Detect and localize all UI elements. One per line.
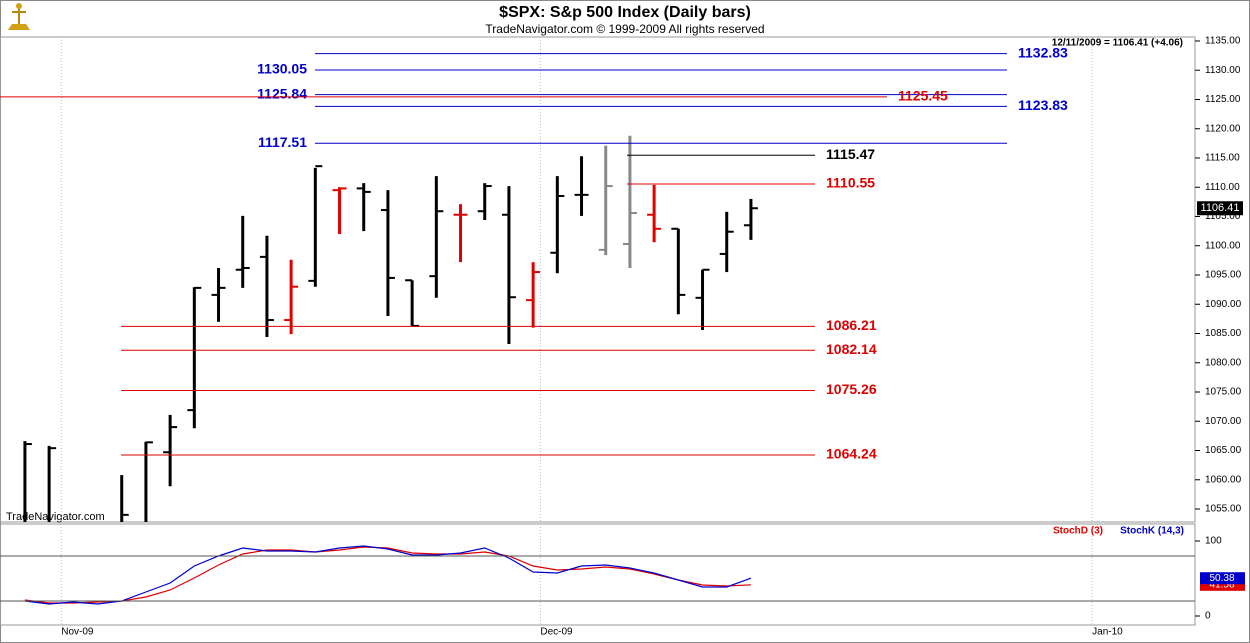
price-label: 1106.41 [1201, 202, 1240, 214]
stoch-line [24, 545, 752, 605]
x-tick-label: Nov-09 [61, 627, 94, 638]
logo [8, 3, 30, 30]
level-label: 1075.26 [826, 381, 877, 397]
price-box [1197, 201, 1243, 216]
legend-entry: StochK (14,3) [1120, 526, 1184, 537]
main-panel [0, 36, 1196, 523]
y-tick-label: 1110.00 [1205, 182, 1240, 193]
y-tick-label: 1080.00 [1205, 357, 1242, 368]
price-info: 12/11/2009 = 1106.41 (+4.06) [1052, 38, 1183, 49]
y-tick-label: 1120.00 [1205, 123, 1241, 134]
last-value-label: 50.38 [1209, 573, 1234, 584]
level-label: 1125.45 [898, 88, 948, 104]
level-label: 1115.47 [826, 146, 875, 162]
x-tick-label: Dec-09 [540, 627, 573, 638]
y-tick-label: 100 [1205, 536, 1222, 547]
level-label: 1123.83 [1018, 97, 1068, 113]
watermark: TradeNavigator.com [6, 511, 105, 523]
level-label: 1064.24 [826, 446, 877, 462]
y-tick-label: 1115.00 [1205, 153, 1240, 164]
chart-title: $SPX: S&p 500 Index (Daily bars) [499, 4, 751, 21]
level-label: 1086.21 [826, 317, 877, 333]
level-label: 1132.83 [1018, 44, 1068, 60]
level-label: 1082.14 [826, 341, 877, 357]
chart-subtitle: TradeNavigator.com © 1999-2009 All right… [485, 22, 764, 36]
y-tick-label: 1070.00 [1205, 416, 1242, 427]
y-tick-label: 1105.00 [1205, 211, 1241, 222]
y-tick-label: 1100.00 [1205, 240, 1241, 251]
level-label: 1125.84 [257, 85, 307, 101]
stoch-panel [0, 523, 1196, 626]
stoch-line [24, 546, 751, 604]
legend-entry: StochD (3) [1053, 526, 1103, 537]
y-tick-label: 1125.00 [1205, 94, 1241, 105]
plot-group [24, 545, 752, 605]
y-tick-label: 1135.00 [1205, 36, 1241, 47]
y-tick-label: 1095.00 [1205, 270, 1242, 281]
y-tick-label: 1085.00 [1205, 328, 1242, 339]
y-tick-label: 1075.00 [1205, 387, 1242, 398]
y-tick-label: 0 [1205, 611, 1211, 622]
level-label: 1117.51 [258, 134, 307, 150]
y-tick-label: 1065.00 [1205, 445, 1242, 456]
plot-group [23, 135, 758, 522]
x-tick-label: Jan-10 [1092, 627, 1123, 638]
level-label: 1110.55 [826, 175, 875, 191]
y-tick-label: 1060.00 [1205, 474, 1242, 485]
last-value-label: 41.58 [1209, 579, 1234, 590]
y-tick-label: 1055.00 [1205, 504, 1242, 515]
y-tick-label: 1130.00 [1205, 65, 1241, 76]
level-label: 1130.05 [257, 61, 307, 77]
last-value-box [1200, 572, 1245, 585]
y-tick-label: 1090.00 [1205, 299, 1242, 310]
